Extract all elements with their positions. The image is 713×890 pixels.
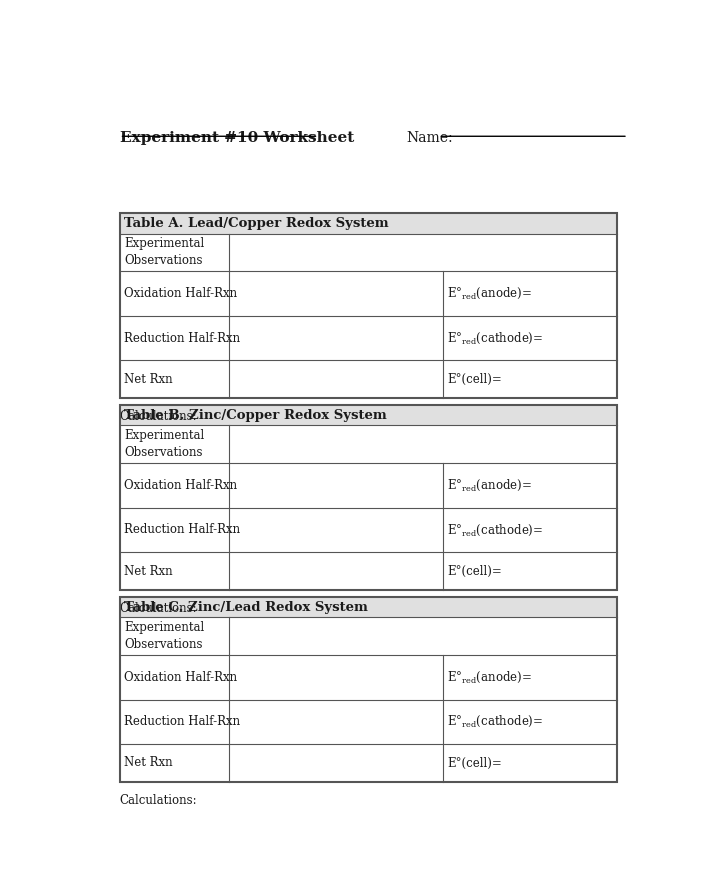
Text: Experimental
Observations: Experimental Observations: [124, 429, 204, 459]
Text: E°$_\mathregular{red}$(anode)=: E°$_\mathregular{red}$(anode)=: [447, 286, 532, 301]
Text: Table A. Lead/Copper Redox System: Table A. Lead/Copper Redox System: [124, 217, 389, 230]
Text: Table C. Zinc/Lead Redox System: Table C. Zinc/Lead Redox System: [124, 601, 368, 613]
Text: Oxidation Half-Rxn: Oxidation Half-Rxn: [124, 287, 237, 300]
Bar: [120, 405, 617, 425]
Text: Reduction Half-Rxn: Reduction Half-Rxn: [124, 523, 240, 537]
Bar: [120, 405, 617, 590]
Text: E°$_\mathregular{red}$(anode)=: E°$_\mathregular{red}$(anode)=: [447, 669, 532, 685]
Text: E°$_\mathregular{red}$(cathode)=: E°$_\mathregular{red}$(cathode)=: [447, 715, 543, 730]
Text: E°(cell)=: E°(cell)=: [447, 564, 502, 578]
Text: Table B. Zinc/Copper Redox System: Table B. Zinc/Copper Redox System: [124, 409, 386, 422]
Text: E°$_\mathregular{red}$(cathode)=: E°$_\mathregular{red}$(cathode)=: [447, 522, 543, 538]
Text: Oxidation Half-Rxn: Oxidation Half-Rxn: [124, 479, 237, 492]
Text: E°$_\mathregular{red}$(cathode)=: E°$_\mathregular{red}$(cathode)=: [447, 330, 543, 345]
Text: Reduction Half-Rxn: Reduction Half-Rxn: [124, 332, 240, 344]
Text: E°(cell)=: E°(cell)=: [447, 756, 502, 770]
Bar: [120, 213, 617, 233]
Bar: [120, 597, 617, 618]
Text: Net Rxn: Net Rxn: [124, 756, 173, 770]
Text: Calculations:: Calculations:: [120, 410, 197, 424]
Text: Experimental
Observations: Experimental Observations: [124, 238, 204, 267]
Bar: [120, 213, 617, 398]
Text: E°$_\mathregular{red}$(anode)=: E°$_\mathregular{red}$(anode)=: [447, 478, 532, 493]
Bar: [120, 597, 617, 781]
Text: E°(cell)=: E°(cell)=: [447, 373, 502, 385]
Text: Calculations:: Calculations:: [120, 794, 197, 807]
Text: Net Rxn: Net Rxn: [124, 564, 173, 578]
Text: Name:: Name:: [407, 131, 453, 145]
Text: Reduction Half-Rxn: Reduction Half-Rxn: [124, 716, 240, 728]
Text: Oxidation Half-Rxn: Oxidation Half-Rxn: [124, 671, 237, 684]
Text: Experimental
Observations: Experimental Observations: [124, 621, 204, 651]
Text: Net Rxn: Net Rxn: [124, 373, 173, 385]
Text: Calculations:: Calculations:: [120, 603, 197, 615]
Text: Experiment #10 Worksheet: Experiment #10 Worksheet: [120, 131, 354, 145]
